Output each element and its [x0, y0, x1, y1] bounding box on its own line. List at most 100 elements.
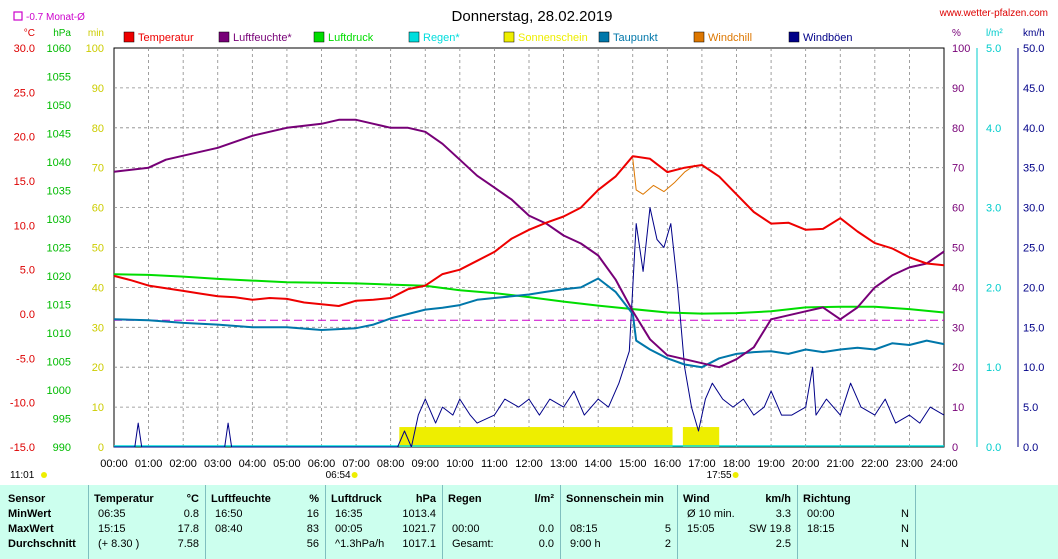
sunrise-label: 06:54: [326, 470, 351, 481]
x-tick-label: 13:00: [550, 458, 578, 470]
axis-tick-label: 1025: [47, 243, 71, 255]
legend-label: Regen*: [423, 32, 460, 44]
windboeen-line: [114, 207, 945, 448]
axis-tick-label: 50: [952, 243, 964, 255]
legend-swatch: [218, 31, 230, 43]
sonnenschein-avg-value: 2: [664, 538, 671, 550]
luftdruck-avg-value: 1017.1: [402, 538, 436, 550]
axis-tick-label: 5.0: [1023, 402, 1038, 414]
wind-max-time: 15:05: [687, 523, 715, 535]
x-tick-label: 23:00: [896, 458, 924, 470]
axis-tick-label: 4.0: [986, 123, 1001, 135]
temperatur-max-value: 17.8: [177, 523, 199, 535]
axis-tick-label: 10: [92, 402, 104, 414]
x-tick-label: 01:00: [135, 458, 163, 470]
luftfeuchte-max-time: 08:40: [215, 523, 243, 535]
axis-tick-label: 70: [92, 163, 104, 175]
axis-tick-label: 1060: [47, 43, 71, 55]
legend-swatch: [503, 31, 515, 43]
legend-swatch: [313, 31, 325, 43]
axis-tick-label: 20: [952, 362, 964, 374]
axis-tick-label: 0.0: [1023, 442, 1038, 454]
richtung-min-time: 00:00: [807, 508, 835, 520]
regen-avg-note: Gesamt:: [452, 538, 494, 550]
regen-unit: l/m²: [534, 493, 554, 505]
axis-tick-label: 1045: [47, 129, 71, 141]
temperatur-avg-note: (+ 8.30 ): [98, 538, 140, 550]
x-tick-label: 03:00: [204, 458, 232, 470]
table-column-divider: [205, 485, 206, 559]
axis-tick-label: 50.0: [1023, 43, 1044, 55]
legend-swatch: [123, 31, 135, 43]
chart-title: Donnerstag, 28.02.2019: [452, 8, 613, 25]
x-tick-label: 17:00: [688, 458, 716, 470]
x-tick-label: 07:00: [342, 458, 370, 470]
axis-tick-label: 30: [92, 322, 104, 334]
axis-tick-label: -5.0: [16, 353, 35, 365]
x-tick-label: 06:00: [308, 458, 336, 470]
temperatur-avg-value: 7.58: [177, 538, 199, 550]
chart-axes: °C 30.0 25.0 20.0 15.0 10.0 5.0 0.0 -5.0 -10.0 -15…: [10, 28, 1045, 481]
legend-swatch: [598, 31, 610, 43]
legend-label: Luftfeuchte*: [233, 32, 292, 44]
luftfeuchte-line: [113, 118, 945, 369]
luftdruck-line: [113, 273, 945, 315]
axis-tick-label: 10: [952, 402, 964, 414]
stat-row-label: Durchschnitt: [8, 538, 76, 550]
luftfeuchte-min-time: 16:50: [215, 508, 243, 520]
x-tick-label: 15:00: [619, 458, 647, 470]
axis-tick-label: 20: [92, 362, 104, 374]
table-column-divider: [797, 485, 798, 559]
axis-tick-label: 25.0: [1023, 243, 1044, 255]
stat-row-label: Sensor: [8, 493, 46, 505]
axis-unit: °C: [24, 28, 35, 39]
table-column-divider: [677, 485, 678, 559]
x-tick-label: 16:00: [654, 458, 682, 470]
axis-tick-label: 40.0: [1023, 123, 1044, 135]
axis-tick-label: 0.0: [20, 309, 35, 321]
axis-unit: hPa: [53, 28, 71, 39]
x-tick-label: 11:00: [481, 458, 508, 470]
x-tick-label: 04:00: [239, 458, 267, 470]
monat-label: -0.7 Monat-Ø: [26, 12, 85, 23]
day-length-icon: [41, 472, 47, 478]
richtung-head: Richtung: [803, 493, 851, 505]
axis-tick-label: -15.0: [10, 442, 35, 454]
richtung-max-time: 18:15: [807, 523, 835, 535]
stat-row-label: MinWert: [8, 508, 52, 520]
axis-tick-label: 100: [952, 43, 970, 55]
regen-max-time: 00:00: [452, 523, 480, 535]
axis-tick-label: 0: [952, 442, 958, 454]
table-column-divider: [915, 485, 916, 559]
axis-tick-label: 60: [92, 203, 104, 215]
luftdruck-head: Luftdruck: [331, 493, 382, 505]
chart-series: [113, 118, 945, 448]
luftfeuchte-avg-value: 56: [306, 538, 319, 550]
axis-tick-label: 1035: [47, 186, 71, 198]
sunset-icon: [732, 472, 739, 478]
axis-unit: km/h: [1023, 28, 1045, 39]
axis-tick-label: 1020: [47, 271, 71, 283]
stat-row-label: MaxWert: [8, 523, 54, 535]
axis-tick-label: 30.0: [14, 43, 35, 55]
axis-tick-label: 50: [92, 243, 104, 255]
axis-tick-label: 1030: [47, 214, 71, 226]
temperatur-line: [113, 155, 945, 307]
richtung-max-value: N: [901, 523, 909, 535]
site-link[interactable]: www.wetter-pfalzen.com: [939, 8, 1048, 19]
sunshine-block: [399, 427, 673, 447]
axis-unit: %: [952, 28, 961, 39]
legend-label: Windböen: [803, 32, 853, 44]
sunshine-block: [682, 427, 720, 447]
axis-tick-label: 20.0: [14, 132, 35, 144]
axis-tick-label: 30.0: [1023, 203, 1044, 215]
regen-head: Regen: [448, 493, 482, 505]
legend-label: Temperatur: [138, 32, 194, 44]
chart-grid: [113, 47, 945, 448]
x-tick-label: 09:00: [411, 458, 439, 470]
richtung-min-value: N: [901, 508, 909, 520]
day-length-label: 11:01: [10, 470, 35, 481]
wind-min-value: 3.3: [775, 508, 791, 520]
sonnenschein-max-time: 08:15: [570, 523, 598, 535]
statistics-table: Sensor MinWert MaxWert Durchschnitt Temperat…: [0, 485, 1058, 559]
